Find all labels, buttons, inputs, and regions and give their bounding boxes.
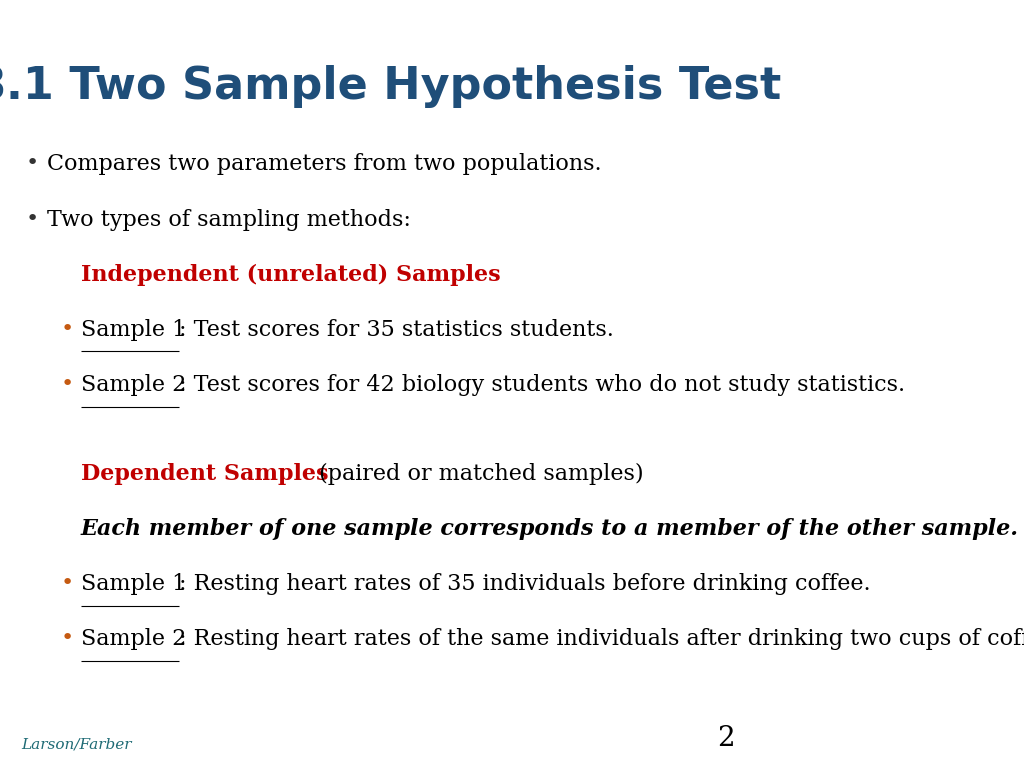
Text: •: • xyxy=(26,153,39,173)
Text: Independent (unrelated) Samples: Independent (unrelated) Samples xyxy=(81,264,501,286)
Text: •: • xyxy=(60,628,74,648)
Text: : Test scores for 35 statistics students.: : Test scores for 35 statistics students… xyxy=(179,319,614,341)
Text: : Resting heart rates of the same individuals after drinking two cups of coffee.: : Resting heart rates of the same indivi… xyxy=(179,628,1024,650)
Text: Sample 2: Sample 2 xyxy=(81,374,186,397)
Text: Sample 2: Sample 2 xyxy=(81,628,186,650)
Text: : Test scores for 42 biology students who do not study statistics.: : Test scores for 42 biology students wh… xyxy=(179,374,905,397)
Text: Two types of sampling methods:: Two types of sampling methods: xyxy=(47,209,411,231)
Text: Sample 1: Sample 1 xyxy=(81,573,186,595)
Text: •: • xyxy=(60,374,74,394)
Text: Independent (unrelated) Samples: Independent (unrelated) Samples xyxy=(81,264,501,286)
Text: Two types of sampling methods:: Two types of sampling methods: xyxy=(47,209,411,231)
Text: 8.1 Two Sample Hypothesis Test: 8.1 Two Sample Hypothesis Test xyxy=(0,65,781,108)
Text: Sample 2: Sample 2 xyxy=(81,374,186,397)
Text: (paired or matched samples): (paired or matched samples) xyxy=(312,463,644,485)
Text: Compares two parameters from two populations.: Compares two parameters from two populat… xyxy=(47,153,602,176)
Text: : Resting heart rates of 35 individuals before drinking coffee.: : Resting heart rates of 35 individuals … xyxy=(179,573,870,595)
Text: Sample 1: Sample 1 xyxy=(81,573,186,595)
Text: : Test scores for 35 statistics students.: : Test scores for 35 statistics students… xyxy=(179,319,614,341)
Text: Dependent Samples: Dependent Samples xyxy=(81,463,328,485)
Text: •: • xyxy=(26,209,39,229)
Text: : Resting heart rates of 35 individuals before drinking coffee.: : Resting heart rates of 35 individuals … xyxy=(179,573,870,595)
Text: •: • xyxy=(60,573,74,593)
Text: : Resting heart rates of the same individuals after drinking two cups of coffee.: : Resting heart rates of the same indivi… xyxy=(179,628,1024,650)
Text: Sample 2: Sample 2 xyxy=(81,628,186,650)
Text: Each member of one sample corresponds to a member of the other sample.: Each member of one sample corresponds to… xyxy=(81,518,1019,540)
Text: Each member of one sample corresponds to a member of the other sample.: Each member of one sample corresponds to… xyxy=(81,518,1019,540)
Text: : Test scores for 42 biology students who do not study statistics.: : Test scores for 42 biology students wh… xyxy=(179,374,905,397)
Text: Larson/Farber: Larson/Farber xyxy=(22,738,132,752)
Text: Compares two parameters from two populations.: Compares two parameters from two populat… xyxy=(47,153,602,176)
Text: •: • xyxy=(60,319,74,339)
Text: 2: 2 xyxy=(717,725,734,752)
Text: Sample 1: Sample 1 xyxy=(81,319,186,341)
Text: (paired or matched samples): (paired or matched samples) xyxy=(312,463,644,485)
Text: Sample 1: Sample 1 xyxy=(81,319,186,341)
Text: Dependent Samples: Dependent Samples xyxy=(81,463,328,485)
